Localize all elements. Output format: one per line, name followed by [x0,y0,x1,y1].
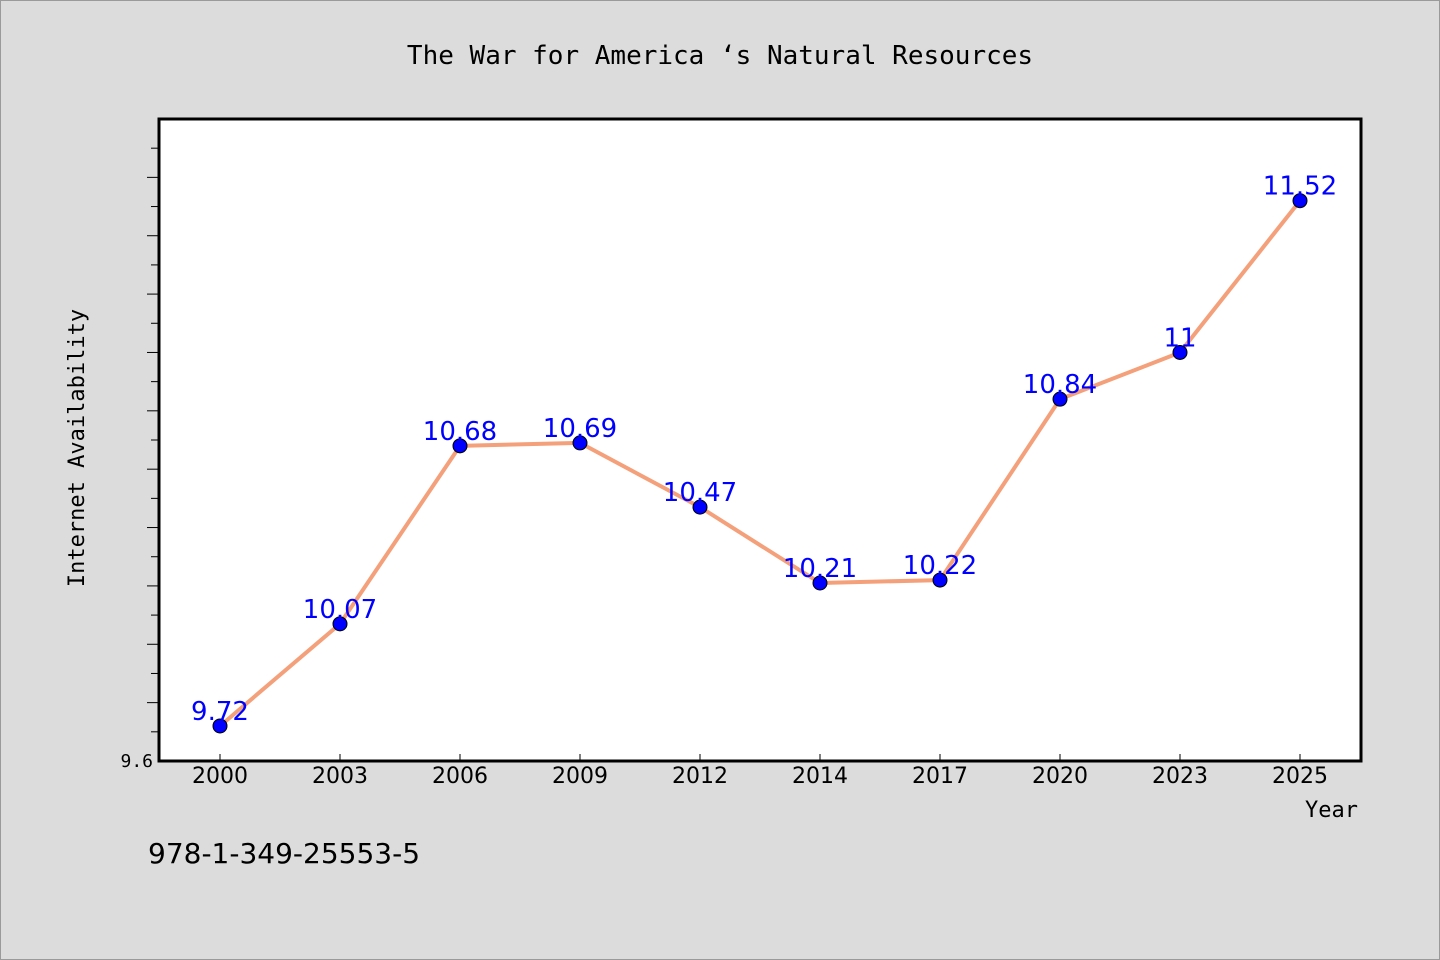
data-label: 10.84 [1023,370,1097,400]
data-point [1292,193,1308,209]
data-point [452,438,468,454]
y-axis-label: Internet Availability [65,309,90,587]
x-tick-label: 2023 [1152,764,1208,789]
x-tick-label: 2012 [672,764,728,789]
x-tick-label: 2017 [912,764,968,789]
x-tick-label: 2025 [1272,764,1328,789]
data-point [212,718,228,734]
data-point [812,575,828,591]
data-label: 10.69 [543,414,617,444]
data-label: 9.72 [191,697,249,727]
y-axis-ticks [147,147,159,733]
series-line-group [218,199,1302,728]
data-labels: 9.72 10.07 10.68 10.69 10.47 10.21 10.22 10.84 1… [191,172,1337,727]
data-point [932,572,948,588]
data-point [572,435,588,451]
x-tick-label: 2006 [432,764,488,789]
data-point [1052,391,1068,407]
x-tick-label: 2020 [1032,764,1088,789]
x-axis-label: Year [1305,798,1358,823]
series-markers [212,193,1308,734]
data-label: 10.47 [663,478,737,508]
y-tick-label: 9.6 [120,751,153,772]
x-tick-label: 2003 [312,764,368,789]
data-label: 11 [1163,323,1196,353]
data-label: 11.52 [1263,172,1337,202]
plot-area [157,117,1363,763]
x-tick-label: 2009 [552,764,608,789]
x-tick-label: 2014 [792,764,848,789]
chart-title: The War for America ‘s Natural Resources [407,41,1033,71]
data-point [1172,344,1188,360]
data-label: 10.07 [303,595,377,625]
x-tick-label: 2000 [192,764,248,789]
data-label: 10.68 [423,417,497,447]
x-axis-tick-labels: 2000 2003 2006 2009 2012 2014 2017 2020 2023 2025 [192,754,1328,789]
data-point [692,499,708,515]
data-label: 10.22 [903,551,977,581]
data-label: 10.21 [783,554,857,584]
series-line [218,199,1302,728]
data-point [332,616,348,632]
isbn-text: 978-1-349-25553-5 [148,837,420,870]
